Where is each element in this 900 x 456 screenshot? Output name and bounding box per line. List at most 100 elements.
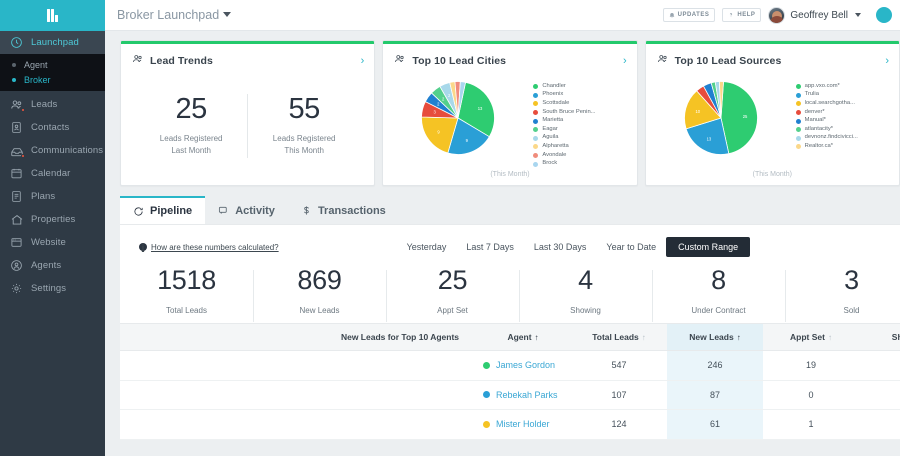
legend-item[interactable]: Aguila: [533, 135, 595, 143]
sidebar-item-leads[interactable]: Leads: [0, 93, 105, 116]
page-title: Broker Launchpad: [117, 8, 220, 22]
table-row[interactable]: Mister Holder124611120: [120, 409, 900, 440]
pie-slice[interactable]: [447, 117, 491, 155]
legend-color-swatch: [533, 92, 539, 98]
column-showing[interactable]: Showing↑: [859, 323, 900, 351]
card-header: Lead Trends ›: [121, 44, 374, 70]
legend-color-swatch: [533, 161, 539, 167]
activity-chat-icon: [218, 205, 229, 216]
cell-showing: 1: [859, 409, 900, 440]
pipeline-icon: [133, 206, 144, 217]
people-icon: [394, 52, 406, 70]
legend-item[interactable]: Eagar: [533, 126, 595, 134]
tab-activity[interactable]: Activity: [205, 197, 288, 224]
agent-link[interactable]: James Gordon: [483, 360, 555, 370]
pie-slice[interactable]: [683, 90, 722, 130]
page-title-dropdown[interactable]: Broker Launchpad: [117, 6, 232, 24]
sidebar-item-communications[interactable]: Communications: [0, 139, 105, 162]
legend-item[interactable]: Realtor.ca*: [795, 143, 858, 151]
card-footer-note: (This Month): [752, 171, 792, 178]
pie-slice[interactable]: [685, 117, 729, 155]
how-calculated-link[interactable]: i How are these numbers calculated?: [120, 243, 279, 252]
sidebar-item-label: Communications: [31, 145, 104, 156]
sidebar-item-agents[interactable]: Agents: [0, 254, 105, 277]
legend-item[interactable]: Chandler: [533, 83, 595, 91]
legend-item[interactable]: Avondale: [533, 152, 595, 160]
contacts-icon: [9, 120, 24, 135]
date-range-custom-range[interactable]: Custom Range: [666, 237, 751, 257]
agent-link[interactable]: Mister Holder: [483, 419, 550, 429]
support-chat-button[interactable]: [876, 7, 892, 23]
column-appt-set[interactable]: Appt Set ↑: [763, 323, 859, 351]
sidebar-subitem-broker[interactable]: Broker: [0, 72, 105, 87]
sidebar-item-contacts[interactable]: Contacts: [0, 116, 105, 139]
updates-button[interactable]: UPDATES: [662, 8, 716, 22]
sidebar-item-launchpad[interactable]: Launchpad: [0, 31, 105, 54]
settings-gear-icon: [9, 281, 24, 296]
table-row[interactable]: Rebekah Parks107870000: [120, 380, 900, 410]
user-menu[interactable]: Geoffrey Bell: [768, 6, 861, 24]
legend-item[interactable]: Phoenix: [533, 92, 595, 100]
column-new-leads[interactable]: New Leads ↑: [667, 323, 763, 351]
sidebar-item-label: Properties: [31, 214, 76, 225]
leads-icon: [9, 97, 25, 112]
communications-icon: [9, 143, 25, 158]
legend-label: Brock: [542, 160, 558, 167]
sidebar-item-properties[interactable]: Properties: [0, 208, 105, 231]
date-range-year-to-date[interactable]: Year to Date: [606, 242, 657, 252]
pie-slice[interactable]: [720, 81, 758, 155]
sidebar-item-calendar[interactable]: Calendar: [0, 162, 105, 185]
legend-item[interactable]: Manual*: [795, 117, 858, 125]
kpi-value: 869: [297, 265, 342, 295]
legend-item[interactable]: Marietta: [533, 117, 595, 125]
legend-color-swatch: [533, 153, 539, 159]
card-expand-arrow-icon[interactable]: ›: [885, 54, 889, 67]
pie-slice-label: 9: [466, 138, 469, 143]
date-range-last-30-days[interactable]: Last 30 Days: [533, 242, 587, 252]
legend-item[interactable]: Trulia: [795, 92, 858, 100]
tab-pipeline[interactable]: Pipeline: [120, 196, 206, 224]
date-range-last-7-days[interactable]: Last 7 Days: [466, 242, 514, 252]
legend-label: devnonz.findcivicci...: [804, 134, 858, 141]
pie-slice[interactable]: [457, 81, 467, 119]
table-row[interactable]: James Gordon54724619361: [120, 350, 900, 381]
agent-link[interactable]: Rebekah Parks: [483, 390, 558, 400]
sidebar-item-plans[interactable]: Plans: [0, 185, 105, 208]
column-total-leads[interactable]: Total Leads ↑: [571, 323, 667, 351]
pie-slice[interactable]: [718, 81, 724, 119]
legend-item[interactable]: Scottsdale: [533, 100, 595, 108]
pie-svg: 25 13 10: [683, 81, 758, 155]
avatar: [768, 6, 786, 24]
legend-item[interactable]: Brock: [533, 160, 595, 168]
card-expand-arrow-icon[interactable]: ›: [360, 54, 365, 67]
legend-item[interactable]: devnonz.findcivicci...: [795, 134, 858, 143]
agent-name: Rebekah Parks: [496, 389, 558, 400]
website-icon: [9, 235, 24, 250]
sort-arrow-icon: ↑: [534, 333, 539, 342]
brand-logo[interactable]: [0, 0, 105, 31]
sidebar-item-website[interactable]: Website: [0, 231, 105, 254]
legend-label: Manual*: [804, 117, 826, 124]
tab-transactions[interactable]: Transactions: [288, 197, 399, 224]
pie-slice[interactable]: [421, 116, 459, 154]
sidebar-item-label: Calendar: [31, 168, 71, 179]
legend-color-swatch: [795, 135, 801, 141]
sidebar-item-settings[interactable]: Settings: [0, 277, 105, 300]
legend-item[interactable]: South Bruce Penin...: [533, 109, 596, 117]
column-agent[interactable]: Agent ↑: [475, 323, 571, 351]
legend-item[interactable]: app.vxo.com*: [795, 83, 858, 91]
date-range-filters: Yesterday Last 7 Days Last 30 Days Year to …: [397, 237, 751, 257]
card-expand-arrow-icon[interactable]: ›: [622, 54, 627, 67]
legend-item[interactable]: Alpharetta: [533, 143, 595, 151]
sidebar-subitem-agent[interactable]: Agent: [0, 57, 105, 72]
help-button[interactable]: HELP: [722, 8, 762, 22]
legend-item[interactable]: atlantacity*: [795, 126, 858, 134]
main-area: Broker Launchpad UPDATES HELP Geoffrey B…: [105, 0, 900, 456]
date-range-yesterday[interactable]: Yesterday: [406, 242, 447, 252]
agents-table: New Leads for Top 10 Agents Agent ↑ Total…: [120, 323, 900, 440]
legend-color-swatch: [795, 84, 801, 90]
legend-item[interactable]: denver*: [795, 109, 858, 117]
question-mark-icon: [730, 13, 733, 18]
legend-item[interactable]: local.searchgotha...: [795, 100, 858, 108]
